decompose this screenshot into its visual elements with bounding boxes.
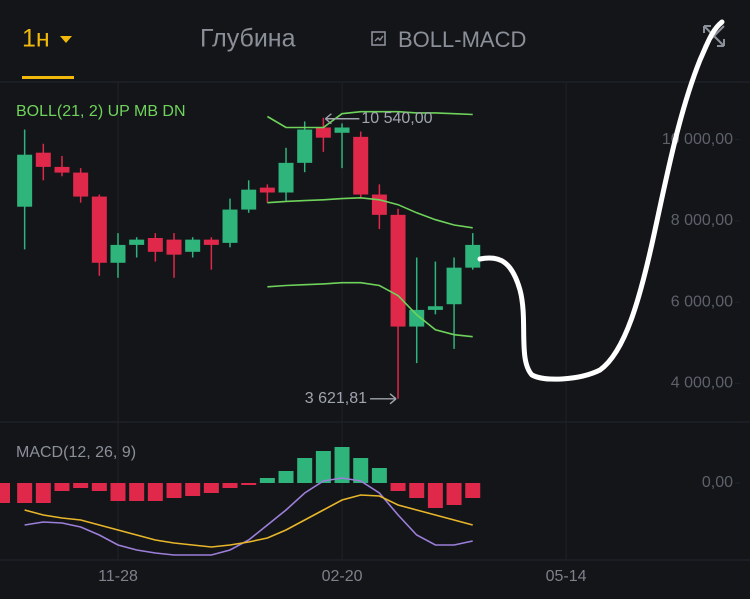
candle-body	[147, 238, 163, 252]
candle-body	[35, 152, 51, 167]
macd-bar	[427, 483, 443, 508]
annotation-label: 3 621,81	[305, 390, 367, 407]
annotation-arrow	[324, 113, 360, 125]
candle-body	[73, 172, 89, 197]
macd-bar	[297, 458, 313, 483]
macd-bar	[110, 483, 126, 501]
candle-body	[371, 194, 387, 215]
candle-body	[17, 154, 33, 207]
candle-body	[110, 244, 126, 263]
candle-body	[334, 127, 350, 133]
macd-line	[24, 494, 473, 548]
macd-bar	[315, 451, 331, 483]
macd-bar	[371, 468, 387, 483]
candle-body	[278, 162, 294, 193]
macd-line	[24, 477, 473, 556]
macd-bar	[390, 483, 406, 491]
candle-body	[390, 214, 406, 327]
candle-body	[315, 127, 331, 138]
candle-body	[446, 267, 462, 305]
macd-bar	[147, 483, 163, 501]
macd-bar	[409, 483, 425, 498]
header: 1н Глубина BOLL-MACD	[22, 25, 725, 79]
macd-bar	[465, 483, 481, 498]
x-tick-label: 05-14	[546, 568, 587, 585]
candle-body	[297, 129, 313, 163]
band-line	[267, 196, 473, 229]
depth-tab[interactable]: Глубина	[200, 25, 296, 53]
tab-underline	[22, 76, 74, 79]
y-tick-label: 0,00	[702, 474, 733, 491]
annotation-label: 10 540,00	[361, 110, 432, 127]
macd-bar	[54, 483, 70, 491]
macd-bar	[185, 483, 201, 496]
x-tick-label: 02-20	[322, 568, 363, 585]
candle-body	[185, 239, 201, 252]
macd-bar	[203, 483, 219, 493]
x-tick-label: 11-28	[98, 568, 138, 585]
candle-body	[409, 309, 425, 327]
macd-bar	[278, 471, 294, 483]
candle-body	[427, 306, 443, 310]
candle-body	[259, 187, 275, 193]
interval-tab[interactable]: 1н	[22, 25, 50, 53]
macd-bar	[334, 447, 350, 483]
candle-body	[241, 189, 257, 210]
band-line	[267, 281, 473, 338]
macd-bar	[166, 483, 182, 498]
macd-bar	[241, 483, 257, 485]
candle-body	[465, 244, 481, 268]
macd-bar-lead	[0, 483, 10, 503]
candle-body	[353, 136, 369, 195]
macd-bar	[35, 483, 51, 503]
candle-body	[129, 239, 145, 245]
y-tick-label: 4 000,00	[671, 375, 733, 392]
macd-bar	[222, 483, 238, 488]
candle-body	[91, 196, 107, 263]
annotation-arrow	[370, 393, 397, 405]
macd-bar	[446, 483, 462, 505]
candle-body	[54, 166, 70, 173]
indicator-icon	[371, 31, 386, 46]
macd-bar	[129, 483, 145, 501]
y-tick-label: 6 000,00	[671, 293, 733, 310]
macd-bar	[73, 483, 89, 488]
macd-bar	[91, 483, 107, 491]
caret	[60, 36, 72, 43]
expand-icon[interactable]	[703, 25, 725, 47]
indicator-icon-line	[374, 35, 384, 42]
macd-bar	[259, 478, 275, 483]
indicator-title: BOLL(21, 2) UP MB DN	[16, 103, 186, 120]
macd-bar	[353, 458, 369, 483]
y-tick-label: 10 000,00	[662, 131, 733, 148]
y-tick-label: 8 000,00	[671, 212, 733, 229]
band-line	[266, 110, 473, 129]
candle-body	[203, 239, 219, 245]
hand-drawn-curve	[477, 19, 725, 382]
indicator-tab[interactable]: BOLL-MACD	[398, 27, 526, 52]
indicator-title: MACD(12, 26, 9)	[16, 444, 136, 461]
candle-body	[222, 209, 238, 243]
macd-bar	[17, 483, 33, 503]
candle-body	[166, 239, 182, 255]
